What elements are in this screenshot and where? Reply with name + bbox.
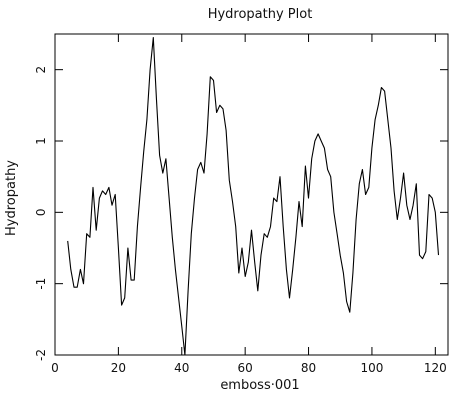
x-tick-label: 0 xyxy=(51,361,59,375)
y-tick-label: -1 xyxy=(34,278,48,290)
axis-ticks: 0 20 40 60 80 100 120 -2 -1 0 1 2 xyxy=(34,34,448,375)
x-tick-label: 40 xyxy=(174,361,189,375)
x-tick-label: 80 xyxy=(301,361,316,375)
chart-title: Hydropathy Plot xyxy=(208,7,313,22)
x-tick-label: 20 xyxy=(111,361,126,375)
y-tick-label: 0 xyxy=(34,209,48,217)
y-axis-label: Hydropathy xyxy=(4,160,19,236)
x-axis-label: emboss·001 xyxy=(220,378,299,393)
x-tick-label: 60 xyxy=(238,361,253,375)
y-tick-label: -2 xyxy=(34,349,48,361)
plot-frame xyxy=(54,33,449,356)
x-tick-label: 100 xyxy=(360,361,383,375)
y-tick-label: 1 xyxy=(34,137,48,145)
hydropathy-series-line xyxy=(67,37,440,356)
x-tick-label: 120 xyxy=(424,361,447,375)
y-tick-label: 2 xyxy=(34,66,48,74)
